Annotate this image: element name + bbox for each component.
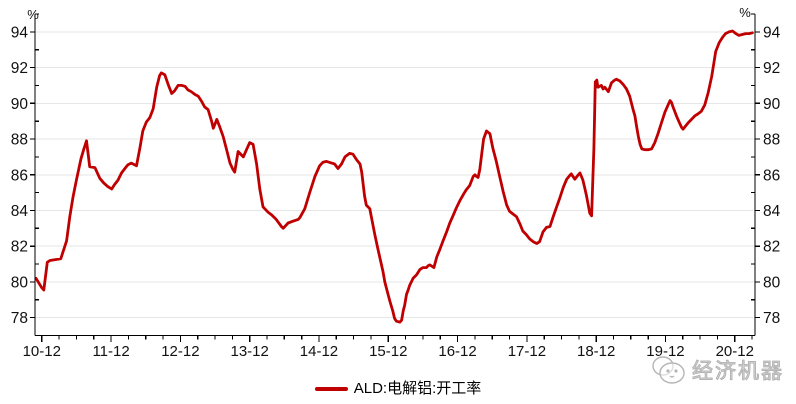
series-line [34, 29, 754, 324]
legend-series-label: ALD:电解铝:开工率 [353, 380, 482, 397]
y-axis-label-right: 86 [763, 167, 780, 184]
x-axis-label: 15-12 [369, 343, 407, 360]
y-axis-label-left: 78 [11, 310, 28, 327]
y-axis-label-right: 88 [763, 132, 780, 149]
y-axis-label-left: 82 [11, 239, 28, 256]
y-axis-label-right: 92 [763, 60, 780, 77]
y-axis-label-left: 88 [11, 132, 28, 149]
x-axis-label: 16-12 [438, 343, 476, 360]
y-unit-right: % [739, 5, 751, 20]
y-axis-label-left: 92 [11, 60, 28, 77]
axes [30, 13, 760, 342]
y-axis-label-left: 84 [11, 203, 29, 220]
x-axis-label: 10-12 [23, 343, 61, 360]
y-axis-label-right: 82 [763, 239, 780, 256]
y-axis-label-left: 94 [11, 24, 29, 41]
y-axis-label-right: 94 [763, 24, 781, 41]
legend-line-swatch [314, 387, 348, 391]
chart-legend: ALD:电解铝:开工率 [0, 379, 796, 399]
x-axis-label: 17-12 [508, 343, 546, 360]
x-axis-label: 12-12 [161, 343, 199, 360]
y-axis-label-left: 80 [11, 274, 29, 291]
y-axis-label-right: 80 [763, 274, 781, 291]
x-axis-label: 20-12 [716, 343, 754, 360]
y-axis-label-right: 78 [763, 310, 780, 327]
gridlines [35, 31, 755, 319]
y-axis-label-left: 86 [11, 167, 28, 184]
x-axis-label: 19-12 [646, 343, 684, 360]
y-axis-label-right: 90 [763, 96, 781, 113]
x-axis-label: 11-12 [92, 343, 129, 360]
y-axis-label-right: 84 [763, 203, 781, 220]
x-axis-label: 18-12 [577, 343, 615, 360]
y-axis-label-left: 90 [11, 96, 29, 113]
y-unit-left: % [27, 7, 39, 22]
x-axis-label: 14-12 [300, 343, 338, 360]
x-axis-label: 13-12 [230, 343, 268, 360]
